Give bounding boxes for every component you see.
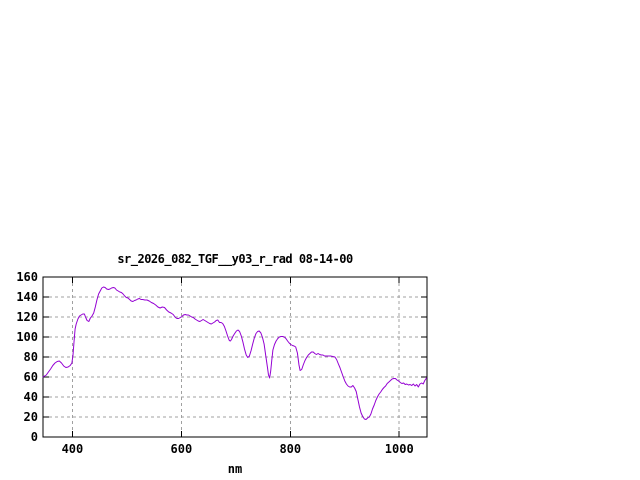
x-tick-label: 400 (62, 442, 84, 456)
y-tick-label: 80 (24, 350, 38, 364)
radiance-curve (42, 286, 427, 420)
y-tick-label: 60 (24, 370, 38, 384)
y-tick-label: 100 (16, 330, 38, 344)
y-tick-label: 140 (16, 290, 38, 304)
y-tick-label: 160 (16, 270, 38, 284)
x-tick-label: 800 (279, 442, 301, 456)
x-tick-label: 600 (171, 442, 193, 456)
x-tick-label: 1000 (385, 442, 414, 456)
chart-title: sr_2026_082_TGF__y03_r_rad 08-14-00 (117, 252, 353, 266)
x-axis-label: nm (227, 462, 243, 476)
y-tick-label: 120 (16, 310, 38, 324)
y-tick-label: 0 (31, 430, 38, 444)
y-tick-label: 20 (24, 410, 38, 424)
y-tick-label: 40 (24, 390, 38, 404)
